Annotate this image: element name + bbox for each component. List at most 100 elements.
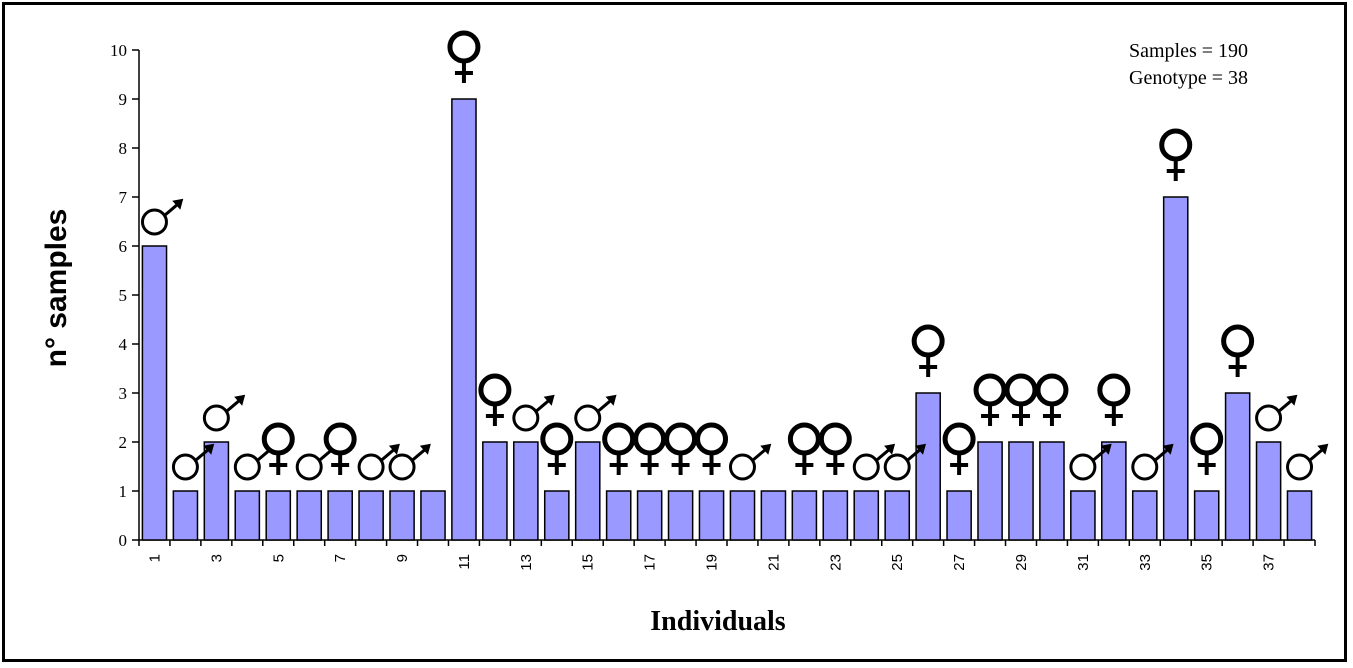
male-arrow-head — [605, 394, 617, 406]
bar — [543, 490, 570, 541]
bar — [1255, 441, 1282, 541]
female-circle — [664, 422, 698, 456]
male-arrow-shaft — [1154, 447, 1170, 461]
bar — [1131, 490, 1158, 541]
bars — [141, 98, 1313, 541]
bar — [636, 490, 663, 541]
bar — [1162, 196, 1189, 541]
male-symbol-icon — [171, 443, 215, 481]
female-circle — [1221, 324, 1255, 358]
male-circle — [852, 453, 880, 481]
male-arrow-head — [388, 443, 400, 455]
male-circle — [728, 453, 756, 481]
y-tick-label: 4 — [119, 335, 128, 354]
bar — [605, 490, 632, 541]
female-symbol-icon — [911, 324, 945, 377]
male-arrow-head — [172, 198, 184, 210]
bar — [574, 441, 601, 541]
x-tick-label: 3 — [208, 554, 225, 562]
male-symbol-icon — [140, 198, 184, 236]
male-arrow-shaft — [1309, 447, 1325, 461]
x-tick-label: 7 — [332, 554, 349, 562]
male-arrow-shaft — [597, 398, 613, 412]
female-symbol-icon — [1221, 324, 1255, 377]
bar — [667, 490, 694, 541]
bar — [1008, 441, 1034, 541]
bar — [451, 98, 477, 541]
male-arrow-shaft — [411, 447, 427, 461]
male-arrow-shaft — [380, 447, 396, 461]
female-circle — [695, 422, 729, 456]
female-symbol-icon — [1097, 373, 1131, 426]
female-circle — [1035, 373, 1069, 407]
bar — [358, 490, 384, 541]
male-circle — [574, 404, 602, 432]
male-arrow-head — [760, 443, 772, 455]
male-arrow-head — [915, 443, 927, 455]
male-circle — [883, 453, 911, 481]
male-symbol-icon — [574, 394, 617, 432]
y-tick-label: 6 — [119, 237, 128, 256]
bar — [1224, 392, 1251, 541]
bar — [729, 490, 756, 541]
male-circle — [1131, 453, 1159, 481]
female-symbol-icon — [664, 422, 698, 475]
male-symbol-icon — [357, 443, 400, 481]
x-axis: 1 3 5 7 9 11 13 15 17 19 21 23 25 27 29 31 33 35 37 — [138, 539, 1316, 571]
female-symbol-icon — [942, 422, 976, 475]
annotation-samples: Samples = 190 — [1129, 40, 1248, 62]
bar — [203, 441, 230, 541]
male-arrow-shaft — [1278, 398, 1294, 412]
female-circle — [818, 422, 852, 456]
male-arrow-head — [1100, 443, 1112, 455]
annotation-genotype: Genotype = 38 — [1129, 67, 1248, 89]
sex-symbols — [140, 30, 1329, 481]
male-symbol-icon — [202, 394, 246, 432]
male-symbol-icon — [1286, 443, 1329, 481]
bar — [760, 490, 787, 541]
female-circle — [261, 422, 295, 456]
male-arrow-head — [203, 443, 215, 455]
x-tick-label: 13 — [518, 554, 535, 571]
y-tick-label: 3 — [119, 384, 128, 403]
female-circle — [1004, 373, 1038, 407]
male-symbol-icon — [852, 443, 896, 481]
male-circle — [140, 208, 168, 236]
x-tick-label: 1 — [146, 554, 163, 562]
y-tick-label: 8 — [119, 139, 128, 158]
female-circle — [973, 373, 1007, 407]
male-circle — [1069, 453, 1097, 481]
male-symbol-icon — [512, 394, 555, 432]
y-axis: 0 1 2 3 4 5 6 7 8 9 10 — [110, 41, 140, 550]
male-circle — [202, 404, 230, 432]
female-symbol-icon — [323, 422, 357, 475]
bar — [1039, 441, 1065, 541]
male-arrow-head — [419, 443, 431, 455]
bar — [884, 490, 911, 541]
bar — [234, 490, 261, 541]
y-tick-label: 9 — [119, 90, 128, 109]
female-symbol-icon — [540, 422, 574, 475]
bar — [946, 490, 972, 541]
x-tick-label: 27 — [951, 554, 968, 571]
x-tick-label: 23 — [827, 554, 844, 571]
female-symbol-icon — [447, 30, 481, 83]
female-circle — [633, 422, 667, 456]
male-circle — [295, 453, 323, 481]
male-circle — [357, 453, 385, 481]
male-arrow-head — [1162, 443, 1174, 455]
bar — [1101, 441, 1127, 541]
male-circle — [233, 453, 261, 481]
bar — [853, 490, 880, 541]
male-symbol-icon — [883, 443, 927, 481]
female-symbol-icon — [973, 373, 1007, 426]
female-circle — [1159, 128, 1193, 162]
x-tick-label: 9 — [394, 554, 411, 562]
x-tick-label: 17 — [642, 554, 659, 571]
y-tick-label: 1 — [119, 482, 128, 501]
bar — [420, 490, 446, 541]
female-symbol-icon — [818, 422, 852, 475]
female-circle — [478, 373, 512, 407]
